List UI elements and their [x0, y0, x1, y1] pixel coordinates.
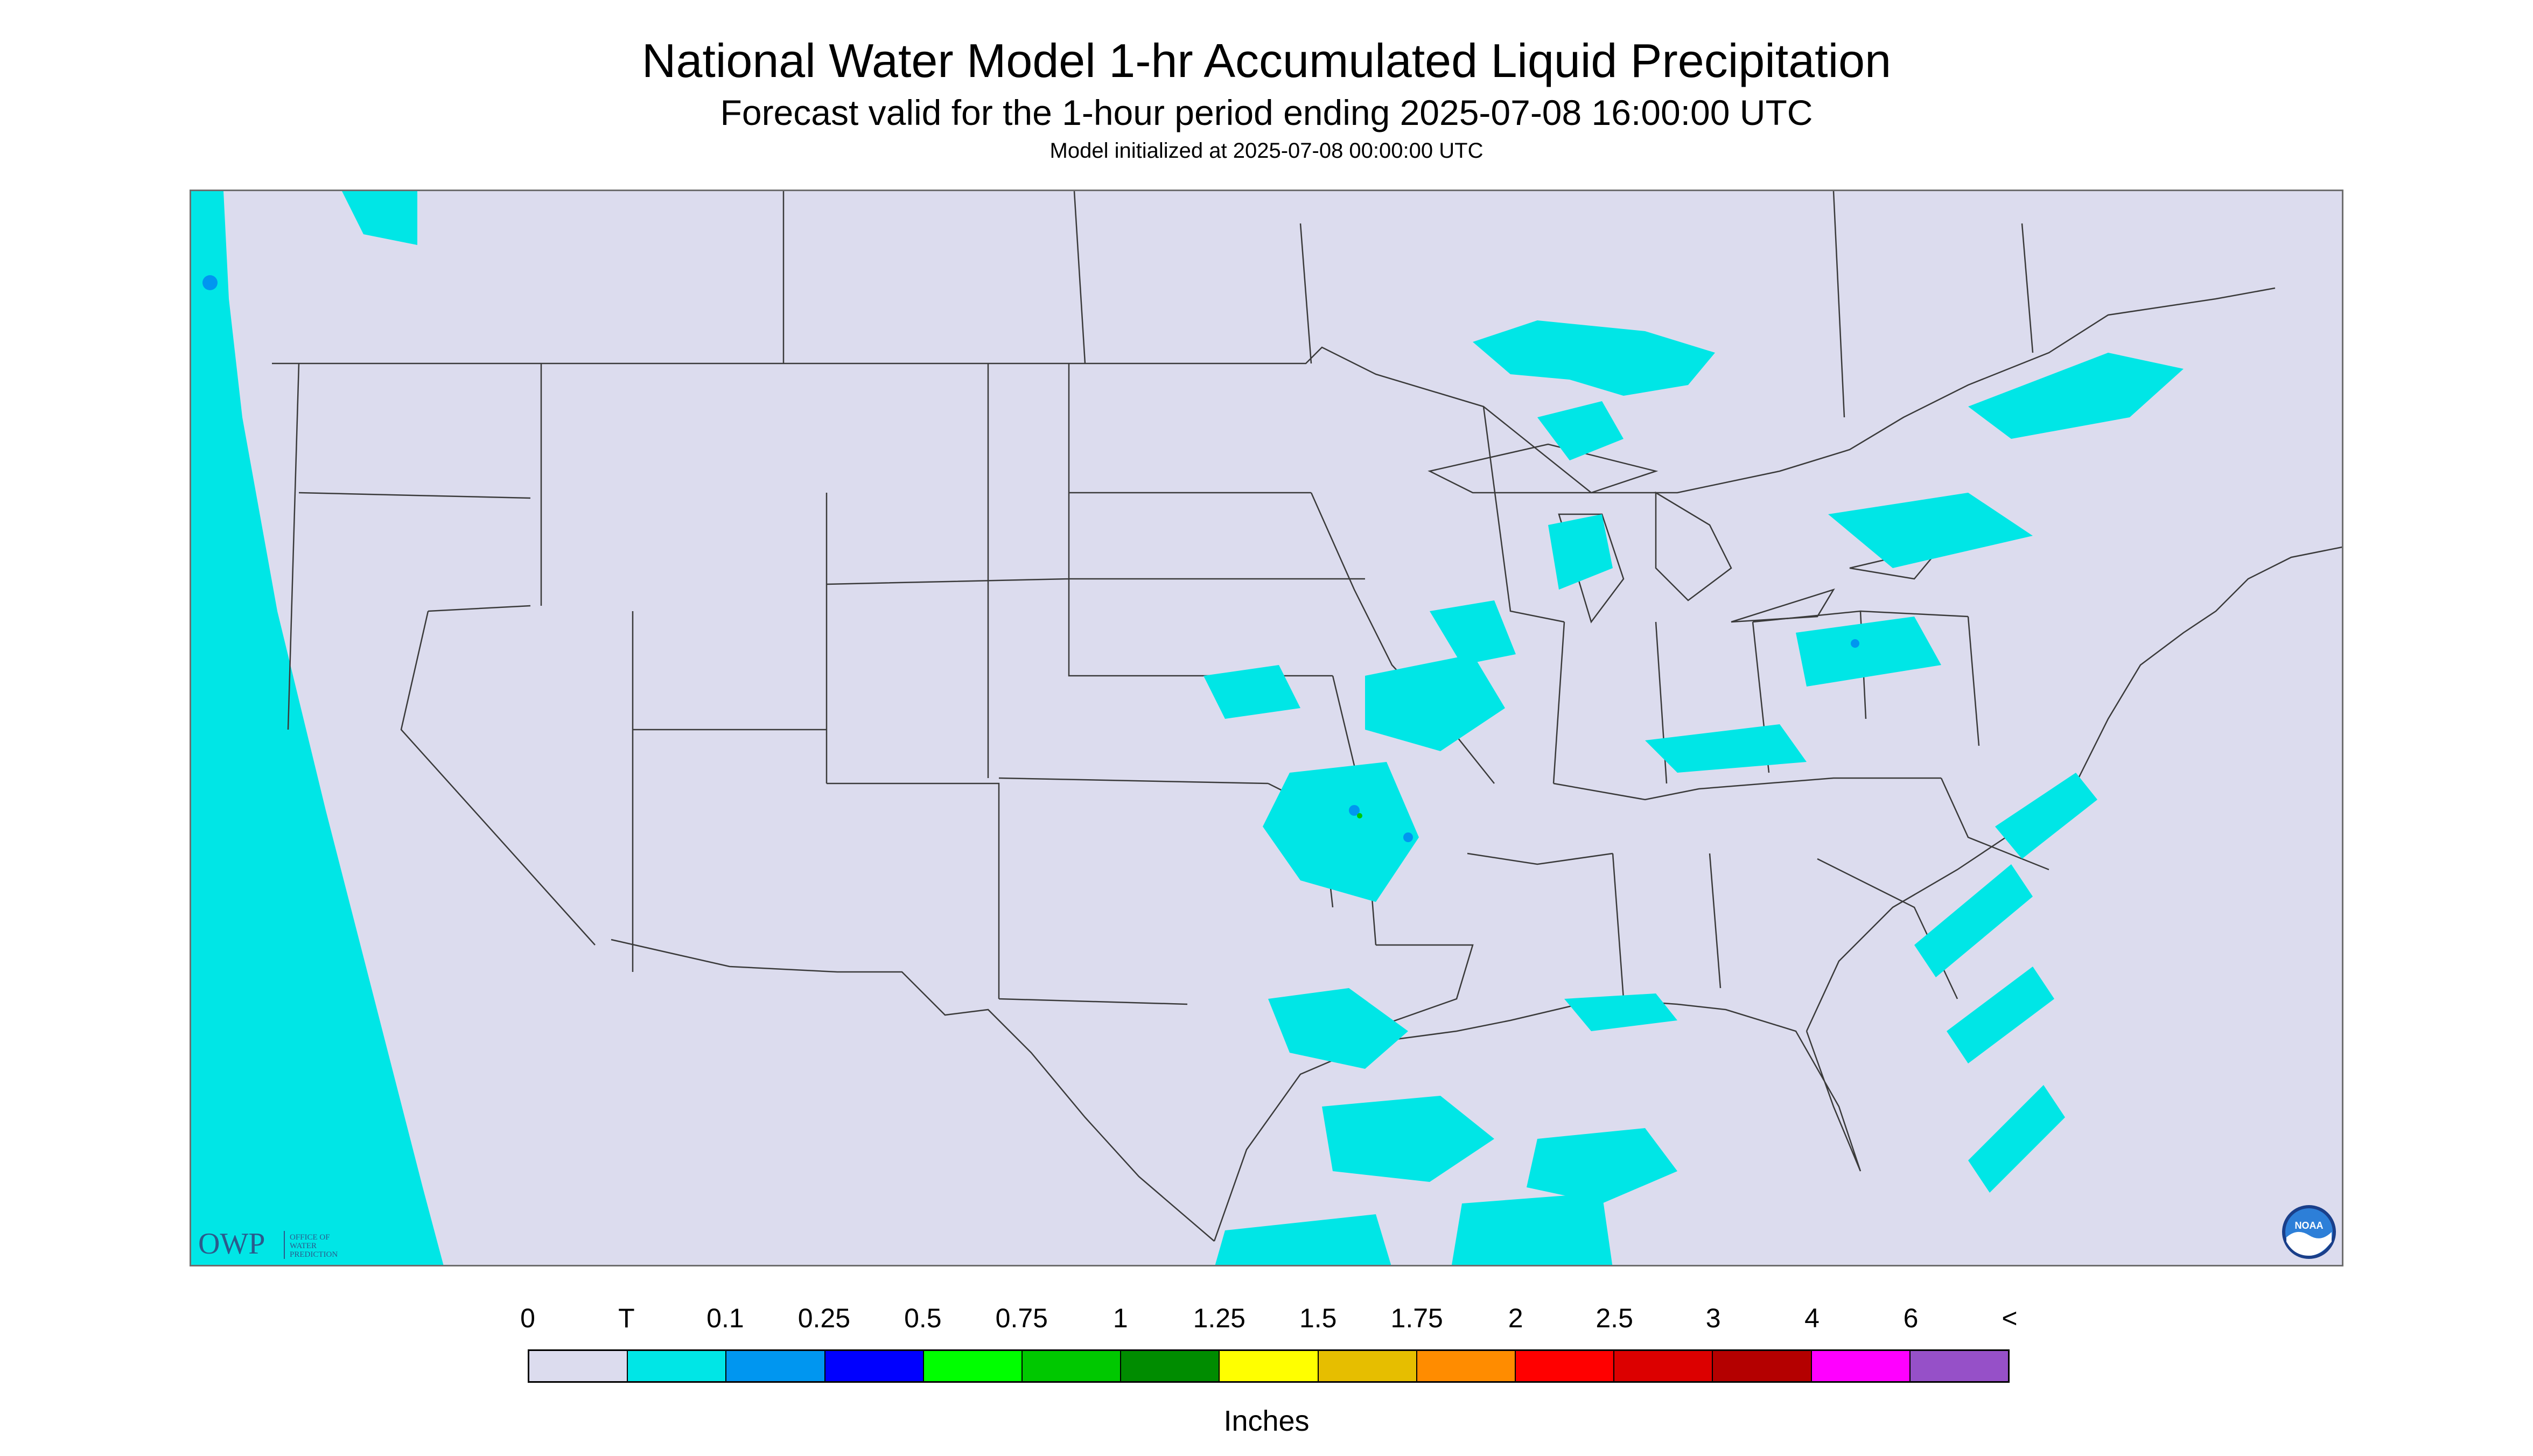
- atlantic-coast: [1806, 546, 2342, 1032]
- legend-label: 6: [1903, 1303, 1919, 1333]
- legend-swatch: [529, 1351, 628, 1381]
- legend-swatch: [923, 1351, 1023, 1381]
- precip-gulf-offshore: [1322, 1096, 1494, 1182]
- legend-swatch: [1713, 1351, 1812, 1381]
- precip-iowa-missouri: [1365, 654, 1505, 751]
- owp-name-line-1: OFFICE OF: [290, 1233, 330, 1242]
- precip-quebec: [1968, 353, 2184, 439]
- precip-florida-panhandle: [1564, 993, 1677, 1031]
- precip-cells: [342, 191, 2184, 1265]
- precip-lake-superior: [1473, 320, 1715, 396]
- precip-lake-michigan: [1548, 514, 1613, 590]
- west-states: [287, 363, 1365, 1005]
- legend-label: 0.75: [995, 1303, 1048, 1333]
- legend-swatch: [726, 1351, 825, 1381]
- legend-label: 0.1: [706, 1303, 744, 1333]
- legend-swatch: [628, 1351, 727, 1381]
- legend-label: 4: [1804, 1303, 1820, 1333]
- precip-pennsylvania: [1796, 617, 1941, 687]
- noaa-mark-text: NOAA: [2295, 1220, 2324, 1231]
- legend-swatch: [1614, 1351, 1713, 1381]
- legend-label: 2: [1508, 1303, 1523, 1333]
- legend-swatch: [1121, 1351, 1220, 1381]
- precip-ohio-valley: [1645, 724, 1807, 773]
- precip-gulf-central: [1527, 1128, 1677, 1203]
- legend-label: 1.75: [1390, 1303, 1443, 1333]
- precip-gulf-coast-tx: [1268, 988, 1408, 1069]
- legend-label: 1.25: [1193, 1303, 1245, 1333]
- legend-swatch: [1516, 1351, 1615, 1381]
- precip-cell-green: [1357, 813, 1362, 818]
- precip-cell-blue: [1349, 805, 1360, 816]
- boundaries: [272, 191, 2342, 1242]
- noaa-logo: NOAA: [2282, 1205, 2336, 1259]
- legend-color-bar: [528, 1349, 2010, 1383]
- owp-logo: OWP OFFICE OF WATER PREDICTION: [198, 1227, 338, 1261]
- legend-swatch: [1811, 1351, 1911, 1381]
- great-lakes: [1428, 443, 1943, 624]
- pacific-precip-band: [191, 191, 444, 1265]
- legend-label: 0: [520, 1303, 535, 1333]
- precip-nw-canada: [342, 191, 417, 245]
- precip-cell-blue-2: [1403, 832, 1413, 842]
- map-title: National Water Model 1-hr Accumulated Li…: [641, 34, 1892, 87]
- legend-units-label: Inches: [1223, 1405, 1310, 1437]
- precip-cell-blue-3: [1851, 639, 1859, 648]
- legend-swatch: [1318, 1351, 1417, 1381]
- forecast-valid-subtitle: Forecast valid for the 1-hour period end…: [720, 93, 1813, 132]
- legend-swatch: [1417, 1351, 1516, 1381]
- model-init-text: Model initialized at 2025-07-08 00:00:00…: [1049, 139, 1484, 163]
- precip-atlantic-offshore-3: [1947, 967, 2054, 1063]
- precip-cell-blue-4: [202, 275, 218, 290]
- legend-label: <: [2002, 1303, 2018, 1333]
- legend-labels: 0 T 0.1 0.25 0.5 0.75 1 1.25 1.5 1.75 2 2.5 3 4 6 <: [0, 1302, 2533, 1334]
- legend-label: 0.5: [904, 1303, 942, 1333]
- owp-name-line-2: WATER: [290, 1242, 317, 1250]
- precipitation-map: [190, 190, 2343, 1266]
- precip-kansas: [1203, 665, 1300, 719]
- owp-mark-text: OWP: [198, 1227, 265, 1261]
- legend-label: 2.5: [1596, 1303, 1633, 1333]
- map-canvas: [191, 191, 2342, 1265]
- owp-name-line-3: PREDICTION: [290, 1250, 338, 1259]
- legend-swatch: [825, 1351, 924, 1381]
- precip-atlantic-offshore-4: [1968, 1085, 2065, 1193]
- legend-label: 3: [1705, 1303, 1721, 1333]
- legend-swatch: [1220, 1351, 1319, 1381]
- precip-atlantic-offshore-2: [1914, 864, 2033, 977]
- heavy-precip-cells: [202, 275, 1859, 842]
- legend-label: 0.25: [797, 1303, 851, 1333]
- precip-gulf-south-2: [1452, 1193, 1613, 1265]
- legend-swatch: [1023, 1351, 1122, 1381]
- precip-northern-michigan: [1537, 401, 1624, 460]
- canada-provinces: [782, 191, 2034, 418]
- precip-ontario: [1828, 493, 2033, 568]
- legend-label: 1.5: [1299, 1303, 1337, 1333]
- legend-label: 1: [1112, 1303, 1128, 1333]
- precip-atlantic-offshore-1: [1995, 773, 2097, 859]
- legend-swatch: [1910, 1351, 2009, 1381]
- precip-arkansas: [1263, 762, 1419, 902]
- us-canada-border: [272, 287, 2276, 494]
- legend-label: T: [618, 1303, 635, 1333]
- precip-gulf-south: [1215, 1214, 1391, 1265]
- precip-illinois: [1430, 600, 1516, 665]
- us-mexico-border: [611, 939, 1215, 1242]
